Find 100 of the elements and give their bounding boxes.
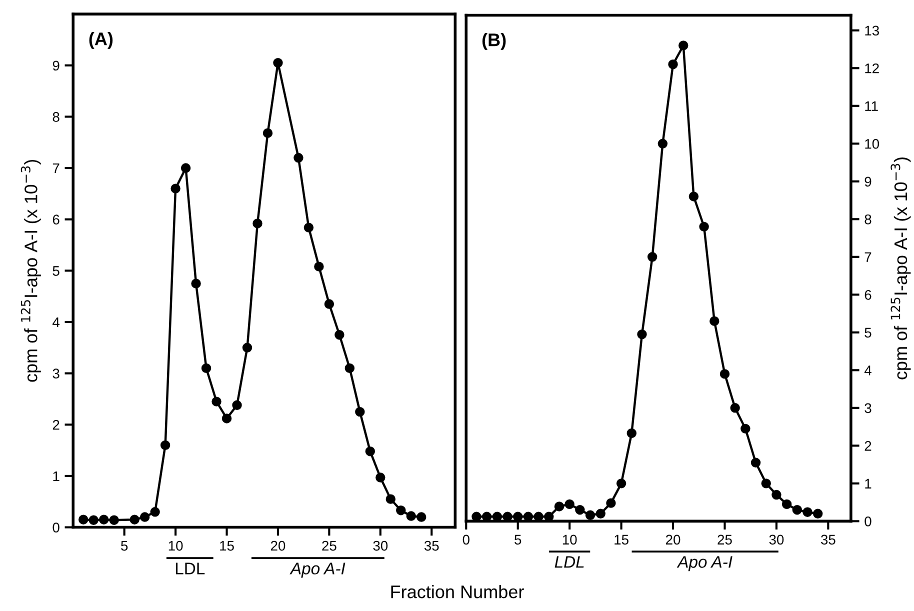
y-tick-label: 8 bbox=[52, 112, 60, 122]
point bbox=[78, 514, 88, 524]
y-tick-label: 0 bbox=[864, 516, 872, 526]
y-tick-label: 11 bbox=[865, 101, 878, 111]
y-tick-label: 0 bbox=[52, 522, 60, 532]
text: LDL bbox=[176, 562, 205, 574]
point bbox=[772, 490, 782, 500]
y-tick-label: 1 bbox=[53, 471, 60, 481]
point bbox=[782, 499, 792, 510]
point bbox=[88, 515, 98, 525]
point bbox=[180, 163, 191, 173]
point bbox=[792, 504, 802, 515]
point bbox=[720, 369, 730, 379]
point bbox=[616, 478, 626, 488]
point bbox=[262, 128, 273, 138]
point bbox=[98, 514, 109, 524]
y-tick-label: 3 bbox=[864, 403, 872, 414]
point bbox=[647, 252, 658, 262]
point bbox=[170, 184, 180, 194]
y-tick-label: 7 bbox=[52, 164, 60, 174]
y-tick-label: 2 bbox=[864, 441, 872, 451]
point bbox=[140, 512, 150, 522]
point bbox=[273, 58, 283, 68]
y-tick-label: 7 bbox=[864, 252, 872, 262]
point bbox=[596, 508, 606, 518]
x-tick-label: 20 bbox=[270, 540, 286, 551]
point bbox=[406, 511, 416, 521]
point bbox=[678, 40, 688, 50]
y-tick-label: 3 bbox=[52, 368, 60, 378]
text: Apo A-I bbox=[676, 556, 732, 572]
point bbox=[740, 424, 750, 434]
point bbox=[575, 504, 585, 515]
point bbox=[252, 218, 262, 228]
x-tick-label: 30 bbox=[373, 540, 388, 551]
x-tick-label: 20 bbox=[666, 534, 680, 545]
point bbox=[365, 446, 376, 456]
point bbox=[750, 458, 761, 468]
y-tick-label: 5 bbox=[52, 266, 60, 276]
point bbox=[150, 507, 160, 517]
y-axis-title: cpm of $^{125}$I-apo A-I (x 10$^{−3}$) bbox=[890, 158, 911, 380]
point bbox=[730, 403, 740, 413]
point bbox=[242, 342, 252, 353]
text: LDL bbox=[554, 556, 584, 568]
x-tick-label: 10 bbox=[168, 540, 183, 551]
point bbox=[386, 494, 396, 504]
y-tick-label: 4 bbox=[52, 317, 60, 328]
point bbox=[344, 363, 355, 374]
x-tick-label: 25 bbox=[322, 540, 336, 551]
y-axis-title: cpm of $^{125}$I-apo A-I (x 10$^{−3}$) bbox=[20, 160, 41, 382]
y-tick-label: 12 bbox=[865, 63, 879, 74]
y-tick-label: 13 bbox=[865, 26, 879, 36]
y-tick-label: 4 bbox=[864, 366, 872, 376]
x-tick-label: 35 bbox=[424, 540, 439, 551]
point bbox=[191, 278, 201, 288]
point bbox=[130, 514, 140, 524]
point bbox=[812, 508, 823, 518]
point bbox=[626, 428, 637, 438]
text: Apo A-I bbox=[290, 562, 346, 578]
point bbox=[304, 222, 314, 232]
point bbox=[606, 498, 616, 508]
x-tick-label: 30 bbox=[769, 534, 784, 545]
point bbox=[554, 502, 564, 512]
y-tick-label: 9 bbox=[52, 60, 60, 71]
point bbox=[658, 138, 668, 148]
y-tick-label: 9 bbox=[864, 176, 872, 187]
point bbox=[396, 505, 406, 516]
point bbox=[637, 329, 647, 340]
y-tick-label: 1 bbox=[865, 478, 872, 488]
point bbox=[334, 330, 344, 340]
point bbox=[314, 262, 324, 272]
point bbox=[416, 512, 426, 522]
point bbox=[201, 363, 212, 374]
point bbox=[324, 299, 334, 309]
point bbox=[222, 414, 232, 424]
point bbox=[710, 316, 720, 326]
y-tick-label: 6 bbox=[864, 290, 872, 300]
y-tick-label: 2 bbox=[52, 420, 60, 430]
point bbox=[668, 59, 678, 70]
x-tick-label: 5 bbox=[121, 540, 128, 551]
x-tick-label: 15 bbox=[220, 540, 234, 551]
y-tick-label: 10 bbox=[865, 138, 880, 149]
text: (A) bbox=[89, 32, 113, 49]
point bbox=[688, 192, 699, 202]
y-tick-label: 6 bbox=[52, 214, 60, 225]
x-tick-label: 35 bbox=[820, 534, 836, 545]
point bbox=[355, 406, 365, 417]
y-tick-label: 5 bbox=[864, 328, 872, 338]
point bbox=[294, 152, 304, 163]
point bbox=[232, 400, 242, 410]
x-tick-label: 0 bbox=[462, 534, 470, 545]
x-tick-label: 5 bbox=[514, 534, 522, 545]
point bbox=[564, 499, 574, 510]
point bbox=[761, 478, 771, 488]
point bbox=[212, 396, 222, 406]
x-tick-label: 10 bbox=[562, 534, 577, 545]
point bbox=[160, 440, 170, 450]
point bbox=[376, 472, 386, 482]
text: (B) bbox=[482, 32, 506, 50]
x-axis-title: Fraction Number bbox=[391, 585, 524, 598]
point bbox=[802, 507, 812, 517]
